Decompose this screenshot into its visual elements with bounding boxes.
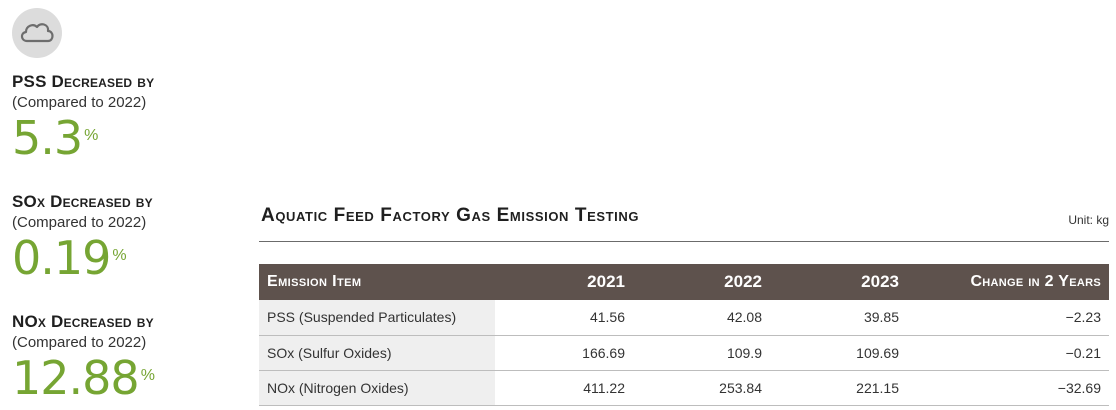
table-header-bar: Aquatic Feed Factory Gas Emission Testin… xyxy=(259,205,1109,242)
percent-sign: % xyxy=(140,367,155,384)
stat-value: 12.88% xyxy=(12,351,155,405)
row-item: PSS (Suspended Particulates) xyxy=(259,300,495,335)
stat-pss: PSS Decreased by (Compared to 2022) 5.3% xyxy=(12,72,154,161)
header-emission-item: Emission Item xyxy=(267,273,362,290)
cloud-badge xyxy=(12,8,62,58)
value-change: −2.23 xyxy=(1065,309,1101,326)
table-title: Aquatic Feed Factory Gas Emission Testin… xyxy=(261,205,640,226)
unit-label: Unit: kg xyxy=(1068,213,1109,227)
percent-sign: % xyxy=(84,127,99,144)
row-item: SOx (Sulfur Oxides) xyxy=(259,335,495,370)
stat-subtitle: (Compared to 2022) xyxy=(12,214,147,231)
stat-subtitle: (Compared to 2022) xyxy=(12,334,147,351)
value-2021: 41.56 xyxy=(589,309,625,326)
value-2023: 39.85 xyxy=(863,309,899,326)
percent-sign: % xyxy=(112,247,127,264)
stats-sidebar: PSS Decreased by (Compared to 2022) 5.3%… xyxy=(12,8,242,401)
table-row: PSS (Suspended Particulates) 41.56 42.08… xyxy=(259,300,1109,335)
header-change: Change in 2 Years xyxy=(970,273,1101,290)
stat-title: PSS Decreased by xyxy=(12,72,155,91)
stat-subtitle: (Compared to 2022) xyxy=(12,94,147,111)
header-2022: 2022 xyxy=(724,272,762,291)
stat-title: SOx Decreased by xyxy=(12,192,153,211)
value-2023: 109.69 xyxy=(856,344,899,361)
stat-nox: NOx Decreased by (Compared to 2022) 12.8… xyxy=(12,312,155,401)
cloud-icon xyxy=(20,23,54,43)
value-change: −0.21 xyxy=(1065,344,1101,361)
value-2023: 221.15 xyxy=(856,379,899,396)
header-2021: 2021 xyxy=(587,272,625,291)
stat-title: NOx Decreased by xyxy=(12,312,154,331)
value-2022: 109.9 xyxy=(726,344,762,361)
value-2021: 166.69 xyxy=(582,344,625,361)
row-item: NOx (Nitrogen Oxides) xyxy=(259,370,495,405)
stat-value: 0.19% xyxy=(12,231,127,285)
stat-value: 5.3% xyxy=(12,111,99,165)
table-row: SOx (Sulfur Oxides) 166.69 109.9 109.69 … xyxy=(259,335,1109,370)
stat-sox: SOx Decreased by (Compared to 2022) 0.19… xyxy=(12,192,153,281)
header-2023: 2023 xyxy=(861,272,899,291)
table-row: NOx (Nitrogen Oxides) 411.22 253.84 221.… xyxy=(259,370,1109,405)
emission-table: Emission Item 2021 2022 2023 Change in 2… xyxy=(259,264,1109,406)
value-2022: 42.08 xyxy=(726,309,762,326)
emission-table-section: Aquatic Feed Factory Gas Emission Testin… xyxy=(259,205,1109,405)
value-change: −32.69 xyxy=(1057,379,1101,396)
table-header-row: Emission Item 2021 2022 2023 Change in 2… xyxy=(259,264,1109,300)
value-2021: 411.22 xyxy=(583,379,625,396)
value-2022: 253.84 xyxy=(719,379,762,396)
